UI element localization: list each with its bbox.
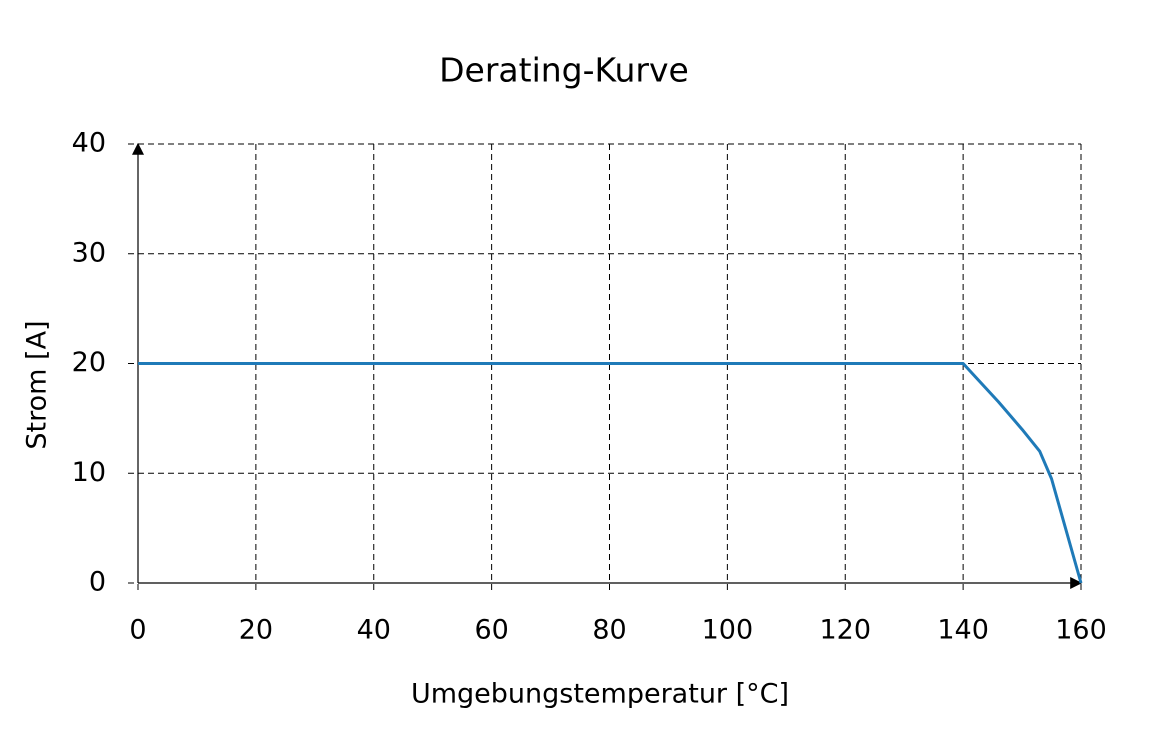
x-axis-label: Umgebungstemperatur [°C] bbox=[411, 679, 789, 710]
x-tick-label: 40 bbox=[357, 615, 391, 646]
y-tick-label: 40 bbox=[72, 128, 106, 159]
x-tick-label: 140 bbox=[937, 615, 989, 646]
x-tick-label: 0 bbox=[129, 615, 146, 646]
data-line bbox=[138, 362, 1083, 584]
x-tick-label: 80 bbox=[592, 615, 626, 646]
x-tick-label: 60 bbox=[474, 615, 508, 646]
x-tick-label: 100 bbox=[702, 615, 754, 646]
y-axis-label: Strom [A] bbox=[22, 320, 53, 449]
x-tick-label: 120 bbox=[819, 615, 871, 646]
y-tick-label: 0 bbox=[89, 567, 106, 598]
x-tick-label: 20 bbox=[239, 615, 273, 646]
y-tick-label: 30 bbox=[72, 237, 106, 268]
x-tick-label: 160 bbox=[1055, 615, 1107, 646]
y-tick-label: 20 bbox=[72, 347, 106, 378]
chart-title: Derating-Kurve bbox=[439, 51, 689, 90]
y-tick-label: 10 bbox=[72, 457, 106, 488]
